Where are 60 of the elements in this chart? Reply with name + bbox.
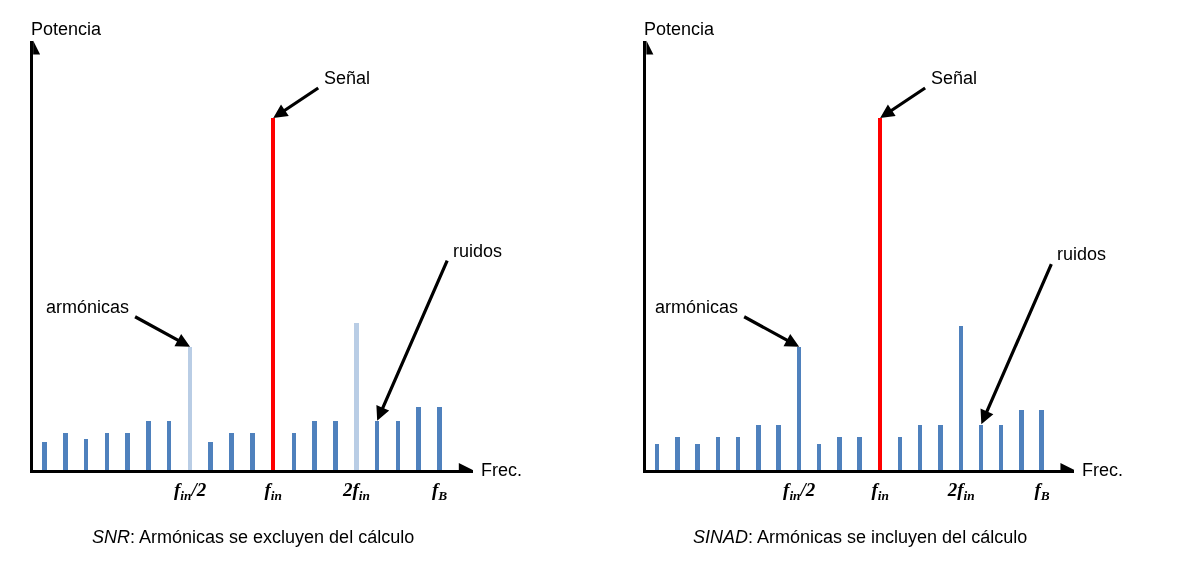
bar xyxy=(898,436,903,470)
y-axis-title: Potencia xyxy=(31,19,103,39)
bar xyxy=(437,406,443,470)
text: SINAD: Armónicas se incluyen del cálculo xyxy=(693,527,1028,547)
text: Señal xyxy=(324,68,371,88)
text: SNR: Armónicas se excluyen del cálculo xyxy=(92,527,415,547)
bar xyxy=(375,420,380,470)
x-tick-label: 2f$_{in}$ xyxy=(946,478,975,503)
bar xyxy=(938,424,944,470)
bar xyxy=(416,406,422,470)
bar xyxy=(146,420,152,470)
x-tick-label: 2f$_{in}$ xyxy=(341,478,370,503)
x-tick-label: f$_{B}$ xyxy=(431,478,448,503)
bar xyxy=(229,432,235,470)
annotation: armónicas xyxy=(655,297,739,317)
bar xyxy=(878,117,883,470)
bar xyxy=(312,420,318,470)
bar xyxy=(979,424,984,470)
bar xyxy=(188,346,193,470)
bar xyxy=(354,322,360,470)
bar xyxy=(292,432,297,470)
x-axis-title: Frec. xyxy=(481,460,523,480)
bar xyxy=(84,438,89,470)
annotation: armónicas xyxy=(46,297,130,317)
bar xyxy=(695,443,701,470)
bar xyxy=(655,443,660,470)
bar xyxy=(105,432,110,470)
bar xyxy=(756,424,762,470)
y-axis-title: Potencia xyxy=(644,19,716,39)
bar xyxy=(776,424,782,470)
bar xyxy=(271,117,276,470)
annotation: ruidos xyxy=(1057,244,1107,264)
bar xyxy=(857,436,863,470)
bar xyxy=(817,443,822,470)
bar xyxy=(837,436,843,470)
bar xyxy=(959,325,964,470)
bar xyxy=(716,436,721,470)
x-tick-label: f$_{B}$ xyxy=(1034,478,1050,503)
bar xyxy=(918,424,923,470)
bar xyxy=(1019,409,1025,470)
x-tick-label: f$_{in}$ xyxy=(264,478,282,503)
annotation: ruidos xyxy=(453,241,503,261)
bar xyxy=(736,436,741,470)
bar xyxy=(125,432,131,470)
x-tick-label: f$_{in}$/2 xyxy=(783,478,816,503)
bar xyxy=(396,420,401,470)
bar xyxy=(208,441,214,470)
bar xyxy=(797,346,802,470)
x-tick-label: f$_{in}$/2 xyxy=(173,478,207,503)
bar xyxy=(1039,409,1045,470)
bar xyxy=(999,424,1004,470)
x-axis-title: Frec. xyxy=(1082,460,1124,480)
bar xyxy=(167,420,172,470)
bar xyxy=(333,420,339,470)
bar xyxy=(250,432,256,470)
x-tick-label: f$_{in}$ xyxy=(871,478,889,503)
bar xyxy=(675,436,681,470)
bar xyxy=(63,432,69,470)
bar xyxy=(42,441,48,470)
text: Señal xyxy=(931,68,978,88)
